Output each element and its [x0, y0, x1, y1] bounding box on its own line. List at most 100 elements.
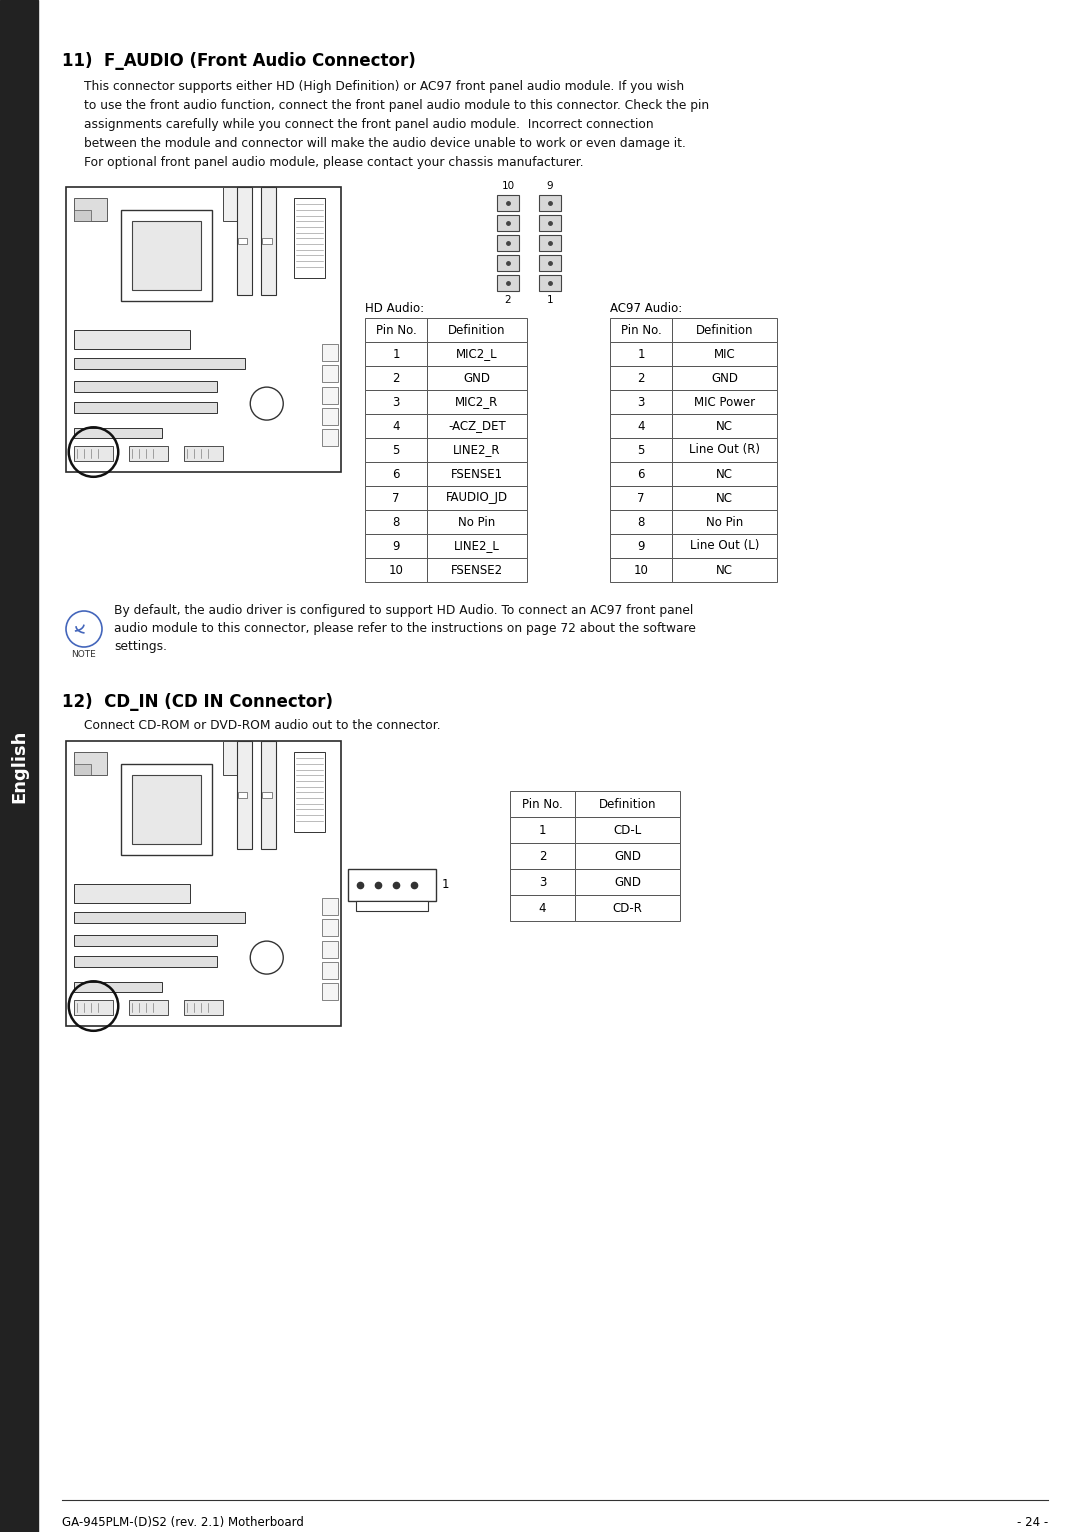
Bar: [322, 984, 338, 1000]
Bar: [75, 329, 189, 349]
Text: 3: 3: [392, 395, 400, 409]
Bar: [610, 558, 672, 582]
Bar: [261, 741, 276, 849]
Bar: [66, 741, 341, 1026]
Bar: [322, 962, 338, 979]
Text: 1: 1: [637, 348, 645, 360]
Bar: [75, 427, 162, 438]
Text: For optional front panel audio module, please contact your chassis manufacturer.: For optional front panel audio module, p…: [84, 156, 583, 169]
Bar: [610, 319, 672, 342]
Text: Definition: Definition: [696, 323, 753, 337]
Bar: [575, 843, 680, 869]
Bar: [237, 741, 252, 849]
Circle shape: [251, 388, 283, 420]
Bar: [356, 901, 428, 910]
Text: 1: 1: [442, 878, 449, 892]
Text: 5: 5: [637, 443, 645, 457]
Bar: [672, 391, 777, 414]
Text: English: English: [10, 729, 28, 803]
Text: 2: 2: [637, 371, 645, 385]
Text: 10: 10: [501, 181, 514, 192]
Bar: [575, 869, 680, 895]
Text: 12)  CD_IN (CD IN Connector): 12) CD_IN (CD IN Connector): [62, 692, 333, 711]
Text: 1: 1: [539, 824, 546, 836]
Bar: [610, 510, 672, 535]
Text: audio module to this connector, please refer to the instructions on page 72 abou: audio module to this connector, please r…: [114, 622, 696, 634]
Text: 3: 3: [539, 875, 546, 889]
Bar: [322, 386, 338, 403]
Text: 6: 6: [392, 467, 400, 481]
Text: 1: 1: [392, 348, 400, 360]
Bar: [132, 221, 201, 290]
Bar: [222, 741, 251, 775]
Text: MIC2_L: MIC2_L: [456, 348, 498, 360]
Bar: [262, 239, 272, 244]
Bar: [610, 342, 672, 366]
Bar: [75, 912, 244, 924]
Bar: [427, 510, 527, 535]
Bar: [294, 752, 324, 832]
Bar: [427, 319, 527, 342]
Bar: [610, 391, 672, 414]
Bar: [262, 792, 272, 798]
Text: - 24 -: - 24 -: [1016, 1517, 1048, 1529]
Bar: [365, 391, 427, 414]
Bar: [510, 791, 575, 817]
Bar: [66, 187, 341, 472]
Text: 6: 6: [637, 467, 645, 481]
Bar: [610, 486, 672, 510]
Text: By default, the audio driver is configured to support HD Audio. To connect an AC: By default, the audio driver is configur…: [114, 604, 693, 617]
Bar: [575, 817, 680, 843]
Bar: [539, 195, 561, 211]
Text: 7: 7: [637, 492, 645, 504]
Circle shape: [251, 941, 283, 974]
Bar: [322, 408, 338, 424]
Bar: [322, 343, 338, 362]
Bar: [322, 941, 338, 958]
Bar: [672, 535, 777, 558]
Bar: [672, 438, 777, 463]
Bar: [610, 438, 672, 463]
Text: GND: GND: [463, 371, 490, 385]
Bar: [365, 414, 427, 438]
Text: FSENSE2: FSENSE2: [451, 564, 503, 576]
Text: AC97 Audio:: AC97 Audio:: [610, 302, 683, 316]
Bar: [132, 775, 201, 844]
Text: GND: GND: [615, 875, 642, 889]
Bar: [75, 1000, 112, 1014]
Bar: [75, 381, 217, 392]
Text: 9: 9: [637, 539, 645, 553]
Bar: [322, 898, 338, 915]
Bar: [497, 234, 519, 251]
Text: No Pin: No Pin: [706, 515, 743, 529]
Bar: [238, 792, 247, 798]
Bar: [348, 869, 436, 901]
Bar: [427, 366, 527, 391]
Bar: [427, 535, 527, 558]
Bar: [75, 358, 244, 369]
Text: MIC2_R: MIC2_R: [456, 395, 499, 409]
Bar: [365, 486, 427, 510]
Text: 4: 4: [637, 420, 645, 432]
Bar: [497, 195, 519, 211]
Text: NC: NC: [716, 420, 733, 432]
Bar: [610, 366, 672, 391]
Text: Pin No.: Pin No.: [621, 323, 661, 337]
Bar: [427, 486, 527, 510]
Bar: [75, 446, 112, 461]
Text: 8: 8: [637, 515, 645, 529]
Text: 2: 2: [392, 371, 400, 385]
Bar: [184, 446, 222, 461]
Bar: [539, 234, 561, 251]
Bar: [75, 935, 217, 945]
Bar: [672, 414, 777, 438]
Bar: [322, 365, 338, 381]
Bar: [427, 463, 527, 486]
Text: This connector supports either HD (High Definition) or AC97 front panel audio mo: This connector supports either HD (High …: [84, 80, 684, 93]
Bar: [497, 254, 519, 271]
Bar: [539, 254, 561, 271]
Text: Definition: Definition: [598, 798, 657, 810]
Bar: [222, 187, 251, 221]
Bar: [121, 210, 212, 300]
Text: FSENSE1: FSENSE1: [451, 467, 503, 481]
